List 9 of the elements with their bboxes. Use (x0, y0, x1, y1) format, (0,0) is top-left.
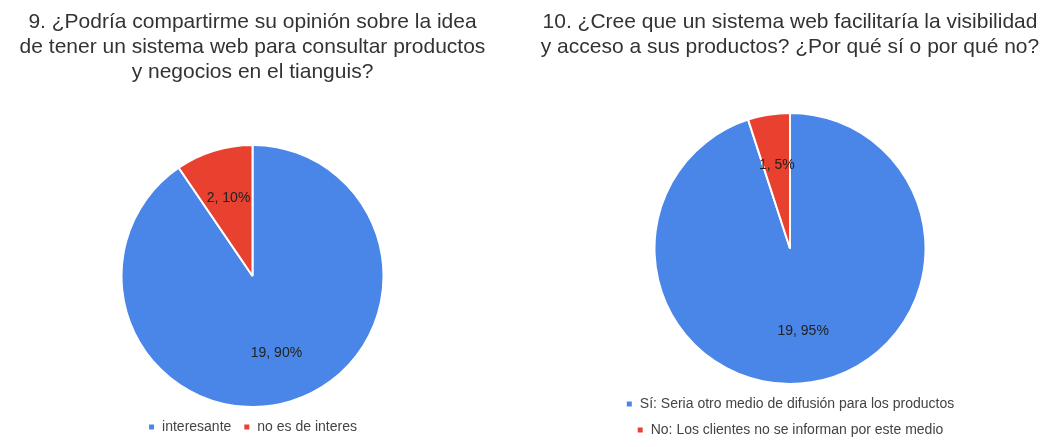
legend-label: no es de interes (257, 417, 357, 434)
data-label: 2, 10% (206, 189, 251, 206)
data-label: 19, 90% (250, 344, 303, 361)
chart-title: 9. ¿Podría compartirme su opinión sobre la idea de tener un sistema web para consultar productos y negocios en el tianguis? (18, 8, 487, 84)
legend-label: interesante (162, 417, 232, 434)
chart-title: 10. ¿Cree que un sistema web facilitaría la visibilidad y acceso a sus productos? ¿Por qué sí o por qué no? (539, 8, 1041, 59)
data-label: 19, 95% (777, 322, 829, 339)
legend-label: Sí: Seria otro medio de difusión para los productos (639, 394, 955, 411)
legend-label: No: Los clientes no se informan por este medio (650, 420, 944, 437)
